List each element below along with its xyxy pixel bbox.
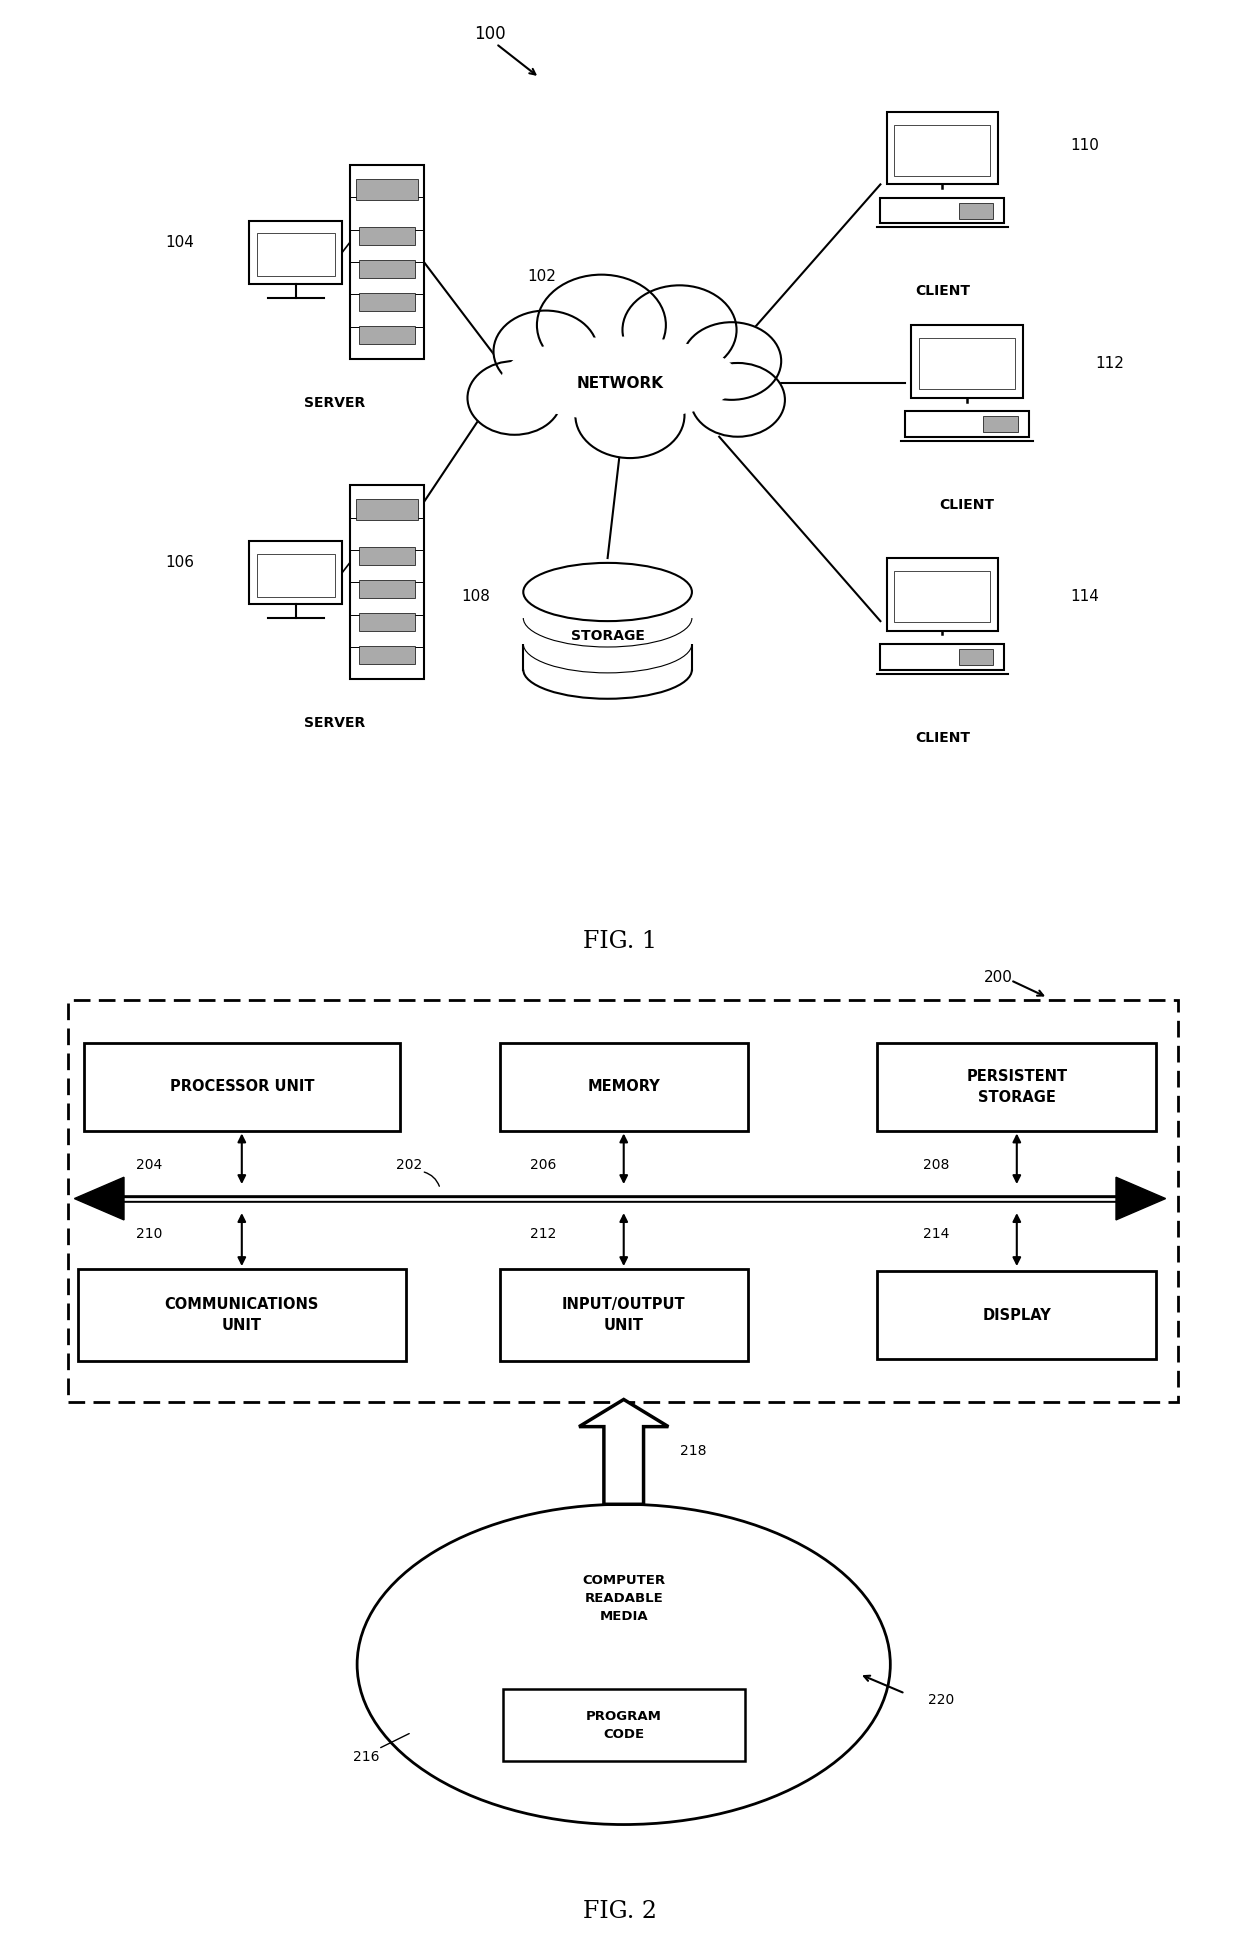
Circle shape — [537, 274, 666, 375]
Text: 110: 110 — [1070, 138, 1100, 153]
Bar — [257, 233, 335, 276]
Text: COMMUNICATIONS
UNIT: COMMUNICATIONS UNIT — [165, 1297, 319, 1333]
Text: 218: 218 — [680, 1444, 706, 1458]
Text: 106: 106 — [165, 555, 195, 571]
Text: FIG. 1: FIG. 1 — [583, 930, 657, 953]
Polygon shape — [74, 1176, 124, 1221]
Text: PROCESSOR UNIT: PROCESSOR UNIT — [170, 1079, 314, 1095]
Bar — [356, 179, 418, 200]
Polygon shape — [1116, 1176, 1166, 1221]
Text: 206: 206 — [529, 1157, 557, 1172]
Bar — [356, 499, 418, 520]
Bar — [959, 202, 993, 219]
Text: 202: 202 — [396, 1157, 423, 1172]
Text: STORAGE: STORAGE — [570, 629, 645, 642]
Text: 216: 216 — [352, 1749, 379, 1764]
Bar — [358, 613, 415, 631]
Text: 200: 200 — [983, 970, 1013, 984]
Bar — [503, 1689, 744, 1762]
Bar — [358, 580, 415, 598]
Text: 100: 100 — [474, 25, 506, 43]
Bar — [877, 1271, 1156, 1359]
Bar — [68, 1000, 1178, 1401]
Bar — [894, 571, 991, 621]
Bar — [880, 644, 1004, 670]
Circle shape — [691, 363, 785, 437]
Text: MEMORY: MEMORY — [588, 1079, 660, 1095]
Circle shape — [575, 373, 684, 458]
Ellipse shape — [502, 338, 738, 419]
Circle shape — [622, 285, 737, 375]
Bar — [500, 1269, 748, 1361]
Bar — [887, 559, 998, 631]
Bar — [249, 542, 342, 604]
Text: INPUT/OUTPUT
UNIT: INPUT/OUTPUT UNIT — [562, 1297, 686, 1333]
Bar — [358, 326, 415, 344]
Text: CLIENT: CLIENT — [915, 730, 970, 745]
Bar — [84, 1044, 399, 1130]
Bar — [983, 415, 1018, 433]
Bar — [877, 1044, 1156, 1130]
Circle shape — [494, 311, 598, 392]
Text: PERSISTENT
STORAGE: PERSISTENT STORAGE — [966, 1069, 1068, 1104]
Circle shape — [467, 361, 562, 435]
Bar — [500, 1044, 748, 1130]
Text: 114: 114 — [1070, 590, 1100, 604]
Text: 104: 104 — [165, 235, 195, 250]
Bar — [887, 111, 998, 184]
Text: 108: 108 — [461, 590, 490, 604]
Bar — [249, 221, 342, 283]
Text: 214: 214 — [923, 1227, 950, 1242]
Bar — [350, 485, 424, 679]
Bar — [521, 613, 694, 644]
Bar — [257, 553, 335, 596]
Text: FIG. 2: FIG. 2 — [583, 1900, 657, 1924]
Bar — [350, 165, 424, 359]
Bar — [77, 1269, 407, 1361]
Text: 212: 212 — [529, 1227, 557, 1242]
Polygon shape — [579, 1399, 668, 1504]
Bar — [911, 326, 1023, 398]
Bar — [521, 586, 694, 617]
Text: 210: 210 — [135, 1227, 162, 1242]
Bar — [358, 260, 415, 278]
Text: NETWORK: NETWORK — [577, 377, 663, 390]
Text: 204: 204 — [135, 1157, 162, 1172]
Text: CLIENT: CLIENT — [940, 497, 994, 512]
Text: CLIENT: CLIENT — [915, 283, 970, 299]
Text: SERVER: SERVER — [304, 716, 366, 730]
Bar — [358, 547, 415, 565]
Text: 220: 220 — [928, 1693, 954, 1708]
Text: SERVER: SERVER — [304, 396, 366, 410]
Ellipse shape — [357, 1504, 890, 1825]
Bar — [523, 592, 692, 670]
Text: DISPLAY: DISPLAY — [982, 1308, 1052, 1322]
Text: 208: 208 — [923, 1157, 950, 1172]
Text: 112: 112 — [1095, 357, 1125, 371]
Text: COMPUTER
READABLE
MEDIA: COMPUTER READABLE MEDIA — [582, 1574, 666, 1623]
Bar — [358, 293, 415, 311]
Text: PROGRAM
CODE: PROGRAM CODE — [585, 1710, 662, 1741]
Ellipse shape — [523, 563, 692, 621]
Bar — [358, 227, 415, 245]
Bar — [894, 124, 991, 175]
Bar — [919, 338, 1016, 388]
Bar — [905, 411, 1029, 437]
Bar — [358, 646, 415, 664]
Ellipse shape — [484, 320, 756, 427]
Bar — [959, 648, 993, 666]
Circle shape — [682, 322, 781, 400]
Bar — [880, 198, 1004, 223]
Text: 102: 102 — [527, 270, 556, 283]
